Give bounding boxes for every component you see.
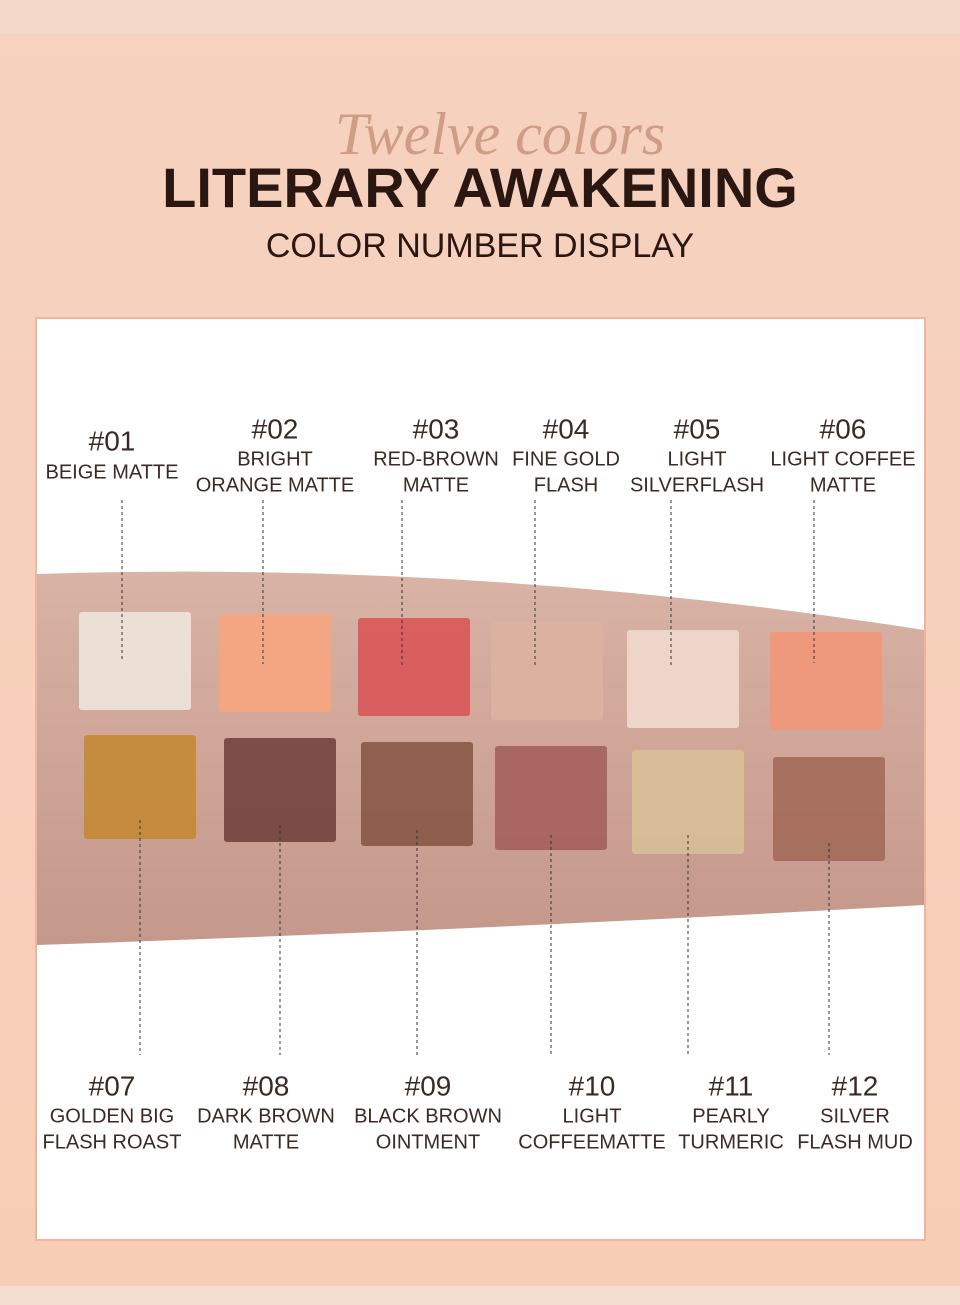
bottom-band — [0, 1286, 960, 1305]
swatch-name: FLASH ROAST — [43, 1131, 182, 1153]
swatch-number: #09 — [405, 1070, 452, 1101]
swatch-number: #06 — [820, 413, 867, 444]
swatch-number: #03 — [413, 413, 460, 444]
swatches: #01 BEIGE MATTE #02 BRIGHT ORANGE MATTE #03 RE… — [43, 413, 916, 1153]
swatch-number: #12 — [832, 1070, 879, 1101]
swatch — [495, 746, 607, 850]
swatch-name: OINTMENT — [376, 1131, 480, 1153]
swatch — [491, 622, 603, 720]
swatch-number: #05 — [674, 413, 721, 444]
swatch-name: SILVER — [820, 1105, 890, 1127]
swatch-name: RED-BROWN — [373, 448, 499, 470]
swatch-name: FINE GOLD — [512, 448, 620, 470]
swatch-name: LIGHT — [563, 1105, 622, 1127]
swatch-name: LIGHT — [668, 448, 727, 470]
swatch — [224, 738, 336, 842]
swatch — [361, 742, 473, 846]
swatch-number: #01 — [89, 425, 136, 456]
swatch-name: LIGHT COFFEE — [770, 448, 915, 470]
swatch-name: MATTE — [810, 474, 876, 496]
swatch-number: #08 — [243, 1070, 290, 1101]
swatch-name: BLACK BROWN — [354, 1105, 502, 1127]
swatch-name: MATTE — [233, 1131, 299, 1153]
swatch-name: DARK BROWN — [197, 1105, 335, 1127]
title: LITERARY AWAKENING — [162, 156, 798, 219]
swatch-name: GOLDEN BIG — [50, 1105, 174, 1127]
swatch — [632, 750, 744, 854]
swatch-number: #02 — [252, 413, 299, 444]
swatch-name: TURMERIC — [678, 1131, 784, 1153]
swatch-name: MATTE — [403, 474, 469, 496]
swatch-number: #07 — [89, 1070, 136, 1101]
swatch-name: FLASH MUD — [797, 1131, 913, 1153]
swatch-name: PEARLY — [692, 1105, 769, 1127]
swatch-name: BEIGE MATTE — [46, 461, 179, 483]
swatch-name: SILVERFLASH — [630, 474, 764, 496]
swatch-name: FLASH — [534, 474, 598, 496]
swatch-number: #10 — [569, 1070, 616, 1101]
swatch — [627, 630, 739, 728]
swatch — [219, 614, 331, 712]
swatch — [770, 632, 882, 730]
script-title: Twelve colors — [335, 101, 666, 167]
top-band — [0, 0, 960, 34]
swatch-name: BRIGHT — [237, 448, 313, 470]
swatch-name: COFFEEMATTE — [518, 1131, 665, 1153]
swatch — [79, 612, 191, 710]
swatch-number: #04 — [543, 413, 590, 444]
swatch — [358, 618, 470, 716]
swatch — [84, 735, 196, 839]
swatch-number: #11 — [709, 1070, 754, 1101]
swatch-name: ORANGE MATTE — [196, 474, 355, 496]
swatch — [773, 757, 885, 861]
subtitle: COLOR NUMBER DISPLAY — [266, 227, 694, 265]
